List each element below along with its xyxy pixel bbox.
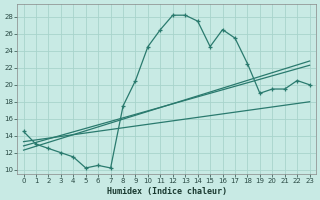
X-axis label: Humidex (Indice chaleur): Humidex (Indice chaleur)	[107, 187, 227, 196]
